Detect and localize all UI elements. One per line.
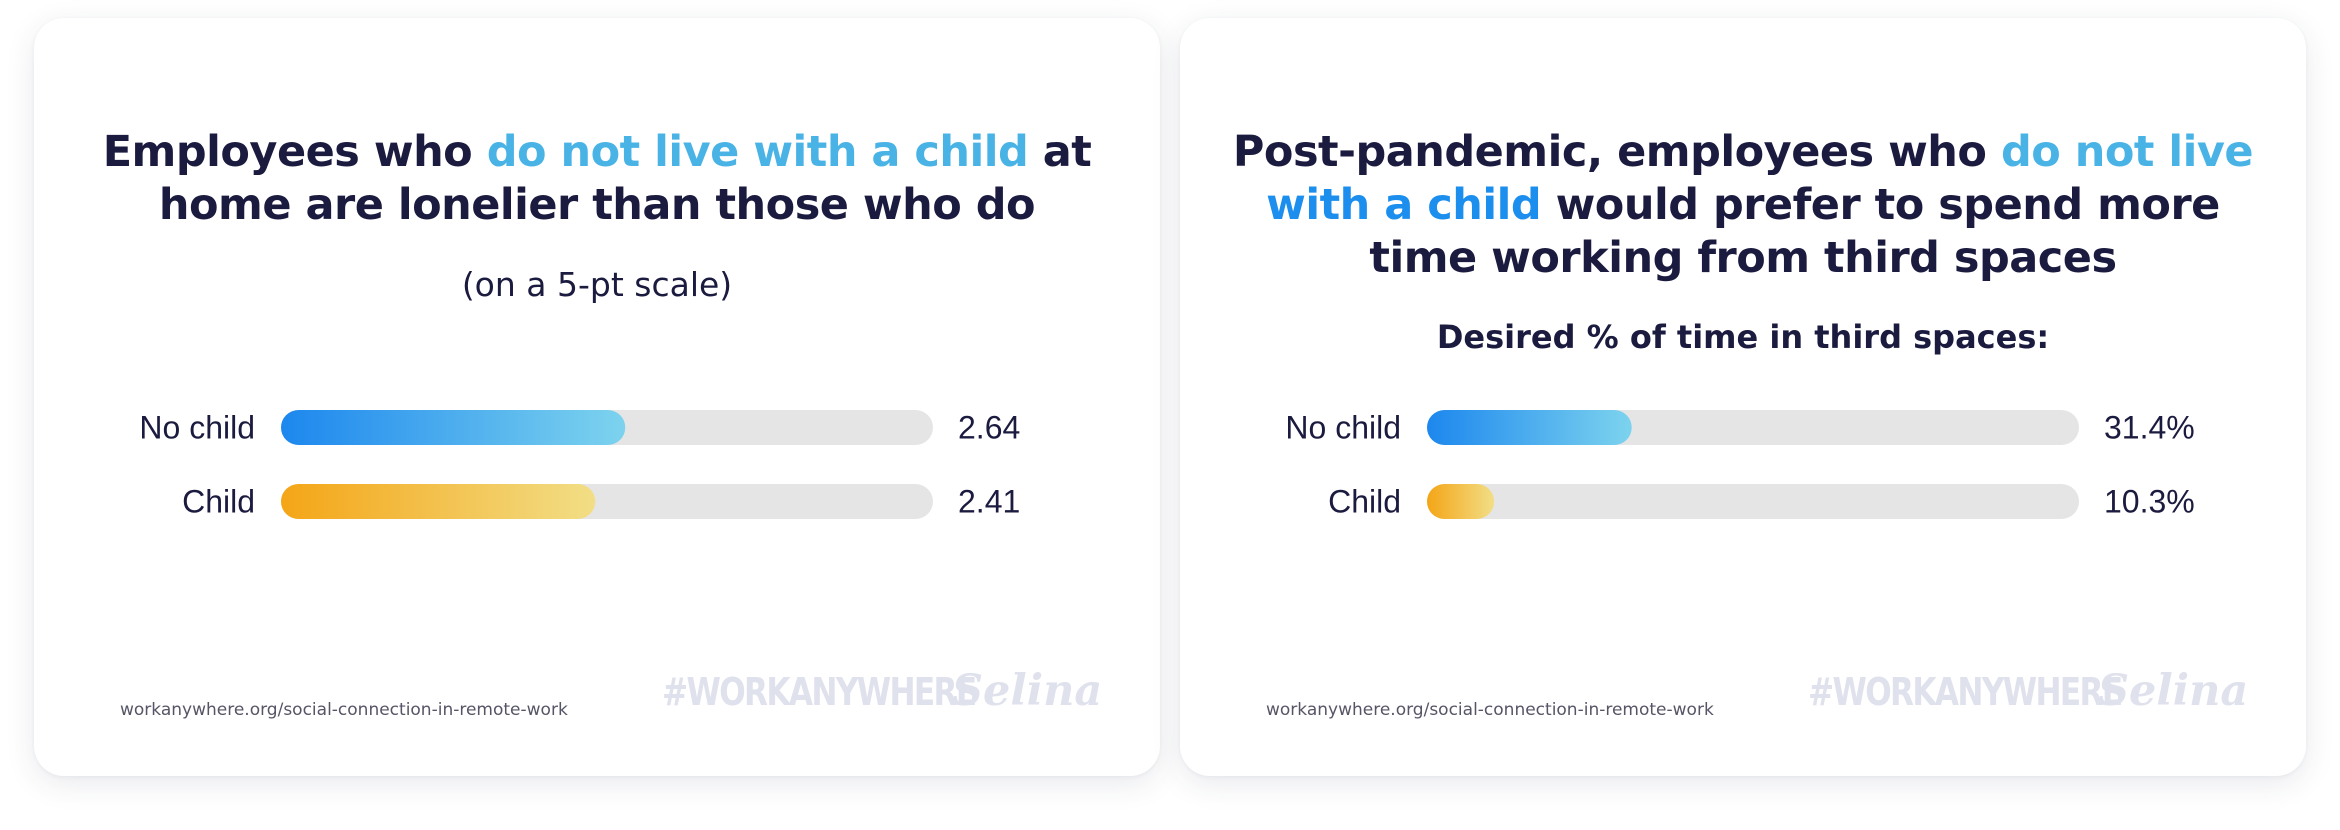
chart-title: Employees who do not live with a child a… [74, 126, 1120, 232]
chart-subtitle: Desired % of time in third spaces: [1436, 318, 2050, 356]
title-text: at home are lonelier than those who do [158, 127, 1092, 230]
bar-chart: No child 2.64 Child 2.41 [139, 410, 1020, 520]
category-label: No child [139, 410, 255, 446]
bar-no-child [281, 410, 626, 445]
title-text: Employees who [102, 127, 487, 177]
hashtag-watermark: #WORKANYWHERE [662, 670, 977, 714]
title-highlight: do not live [2000, 127, 2254, 177]
category-label: Child [1328, 484, 1401, 520]
bar-no-child [1427, 410, 1632, 445]
brand-logo: Selina [952, 666, 1103, 716]
value-label: 10.3% [2104, 484, 2195, 520]
chart-subtitle: (on a 5-pt scale) [461, 265, 733, 304]
brand-logo: Selina [2098, 666, 2249, 716]
bar-track [1427, 484, 2079, 519]
value-label: 31.4% [2104, 410, 2195, 446]
title-highlight: do not live with a child [486, 127, 1029, 177]
value-label: 2.41 [958, 484, 1020, 520]
title-text: Post-pandemic, employees who [1232, 127, 2001, 177]
hashtag-watermark: #WORKANYWHERE [1808, 670, 2123, 714]
value-label: 2.64 [958, 410, 1020, 446]
category-label: Child [182, 484, 255, 520]
title-text: would prefer to spend more time working … [1369, 180, 2220, 283]
bar-child [1427, 484, 1495, 519]
chart-card-left: Employees who do not live with a child a… [34, 18, 1160, 776]
title-highlight: with a child [1266, 180, 1542, 230]
chart-title: Post-pandemic, employees who do not live… [1220, 126, 2266, 285]
category-label: No child [1285, 410, 1401, 446]
bar-chart: No child 31.4% Child 10.3% [1285, 410, 2195, 520]
bar-child [281, 484, 596, 519]
source-url: workanywhere.org/social-connection-in-re… [120, 700, 568, 720]
source-url: workanywhere.org/social-connection-in-re… [1266, 700, 1714, 720]
chart-card-right: Post-pandemic, employees who do not live… [1180, 18, 2306, 776]
